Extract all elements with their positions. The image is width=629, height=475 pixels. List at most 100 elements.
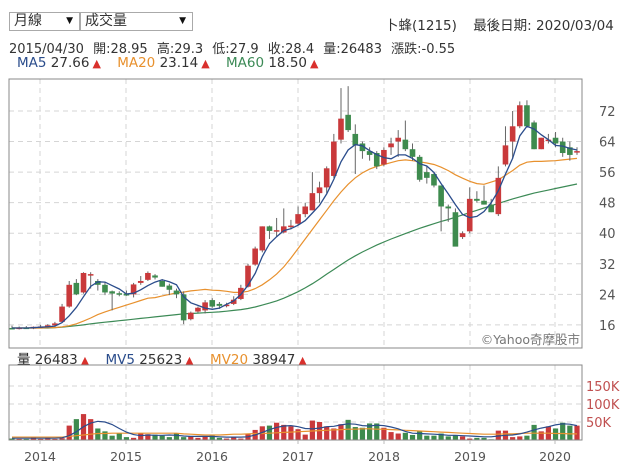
price-tick-label: 72 [599,105,616,120]
legend-mv20-label: MV20 [210,352,249,368]
candle-body [44,325,51,327]
candlestick [424,166,430,184]
volume-bar [388,432,394,440]
legend-volume-label: 量 [17,352,31,368]
volume-bar [159,435,165,440]
volume-bar [52,438,58,440]
volume-bar [9,438,15,440]
volume-bar [538,431,544,440]
candle-body [373,153,380,167]
volume-bar [295,429,301,440]
candle-body [130,284,137,295]
price-tick-label: 56 [599,166,616,181]
candlestick [331,133,337,178]
volume-panel[interactable]: 150K 100K 50K [8,364,620,441]
candle-body [331,141,337,176]
legend-mv20: MV20 38947 ▲ [210,352,307,368]
yahoo-watermark: ©Yahoo奇摩股市 [481,332,580,347]
volume-bar [495,430,501,440]
volume-bar [38,438,44,440]
volume-bar [445,436,451,440]
candlestick [209,298,216,308]
candle-body [273,230,280,232]
candle-body [95,280,101,285]
legend-ma5-label: MA5 [17,55,47,71]
ma5-line [12,125,578,329]
legend-ma60-label: MA60 [225,55,265,71]
volume-bar [459,436,466,440]
volume-bar [374,423,380,440]
price-tick-label: 32 [599,258,616,273]
legend-mv5-label: MV5 [105,352,135,368]
volume-bar [481,437,487,440]
price-tick-label: 24 [599,288,616,303]
price-panel[interactable]: 72 64 56 48 40 32 24 16 ©Yahoo奇摩股市 [8,78,616,349]
candlestick [173,288,180,299]
candle-body [195,307,201,312]
volume-bar [567,425,573,440]
candle-body [402,139,409,150]
candlestick [516,101,523,129]
candle-body [495,177,502,215]
candle-body [538,137,545,150]
candlestick [116,291,123,297]
candlestick [66,280,73,308]
volume-bar [195,437,201,440]
candle-body [180,294,187,321]
candlestick [266,225,273,239]
candle-body [502,145,509,165]
volume-bar [338,424,344,440]
x-tick-label: 2016 [196,449,228,464]
volume-bar [517,436,523,440]
up-triangle-icon: ▲ [201,57,210,70]
candlestick [323,166,330,194]
volume-bar [467,438,473,440]
legend-ma60: MA60 18.50 ▲ [226,55,318,71]
up-triangle-icon: ▲ [298,354,307,367]
candlestick [531,120,537,150]
volume-bar [395,433,401,440]
legend-ma5: MA5 27.66 ▲ [17,55,101,71]
price-tick-label: 40 [599,227,616,242]
up-triangle-icon: ▲ [92,57,101,70]
volume-bar [331,428,337,440]
volume-bar [95,428,101,440]
candlestick [352,124,359,175]
candlestick [338,88,344,144]
volume-bar [223,438,230,440]
candlestick [402,120,409,152]
period-select[interactable]: 月線 ▼ [9,12,80,31]
candle-body [280,226,287,233]
volume-bar [288,426,294,440]
volume-bar [402,432,408,440]
x-tick-label: 2017 [282,449,314,464]
volume-bar [45,437,51,440]
candle-body [9,327,15,330]
candle-body [87,274,94,276]
candle-body [488,204,494,213]
candle-body [202,302,208,311]
volume-tick-label: 150K [586,380,620,395]
candle-body [102,284,108,293]
candle-body [574,151,580,153]
candle-body [166,285,173,290]
candle-body [80,272,87,293]
volume-bar [302,434,308,440]
candle-body [466,198,473,232]
indicator-select[interactable]: 成交量 ▼ [80,12,193,31]
candlestick [388,137,394,155]
candle-body [209,300,216,307]
volume-legend: 量 26483 ▲ MV5 25623 ▲ MV20 38947 ▲ [17,348,319,368]
candlestick [459,231,466,239]
x-axis: 2014 2015 2016 2017 2018 2019 2020 [24,440,571,464]
candle-body [352,133,359,146]
candle-body [309,193,316,211]
candlestick [524,100,530,127]
candlestick [538,137,545,150]
volume-bar [116,433,122,440]
candle-body [245,265,251,287]
volume-bar [424,435,430,440]
volume-panel-frame [8,364,583,441]
candlestick [273,217,280,238]
